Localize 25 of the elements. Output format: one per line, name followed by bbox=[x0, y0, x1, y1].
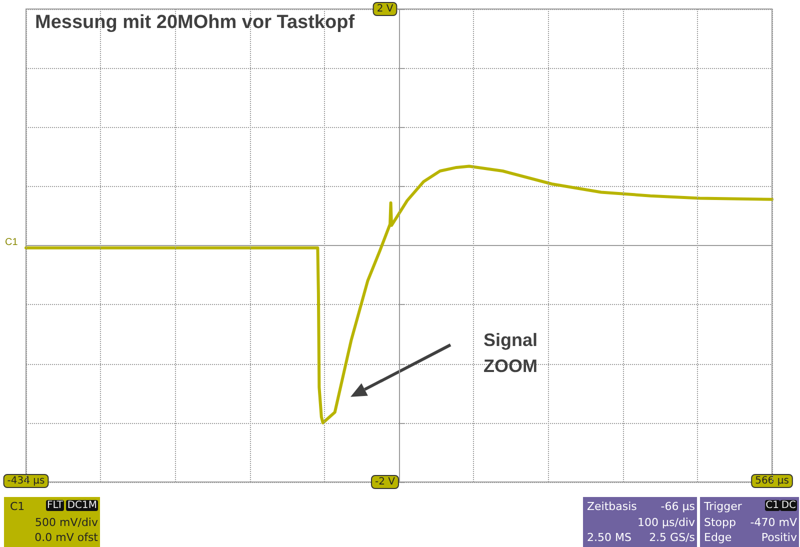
text: 2.50 MS bbox=[587, 531, 632, 544]
text: C1 bbox=[10, 500, 25, 513]
text: Edge bbox=[704, 531, 732, 544]
x-tick-label: -434 µs bbox=[7, 476, 45, 486]
text: Trigger bbox=[704, 500, 742, 513]
text: FLT bbox=[46, 500, 64, 511]
text: Stopp bbox=[704, 516, 736, 529]
text: 2.5 GS/s bbox=[649, 531, 695, 544]
text: 500 mV/div bbox=[35, 516, 98, 529]
y-tick-label: 2 V bbox=[376, 4, 394, 14]
text: -66 µs bbox=[660, 500, 695, 513]
text: 0.0 mV ofst bbox=[34, 531, 98, 544]
series-label: C1 bbox=[5, 237, 18, 248]
text: Zeitbasis bbox=[587, 500, 637, 513]
text: C1 bbox=[764, 500, 780, 511]
y-tick-label: -2 V bbox=[375, 476, 396, 488]
text: DC1M bbox=[66, 500, 98, 511]
annotation: Signal ZOOM bbox=[484, 330, 538, 376]
x-tick-label: 566 µs bbox=[755, 476, 789, 486]
line-series bbox=[24, 164, 774, 424]
chart-title: Messung mit 20MOhm vor Tastkopf bbox=[35, 12, 356, 33]
text: DC bbox=[780, 500, 797, 511]
text: -470 mV bbox=[750, 516, 797, 529]
text: Positiv bbox=[761, 531, 797, 544]
text: 100 µs/div bbox=[638, 516, 695, 529]
